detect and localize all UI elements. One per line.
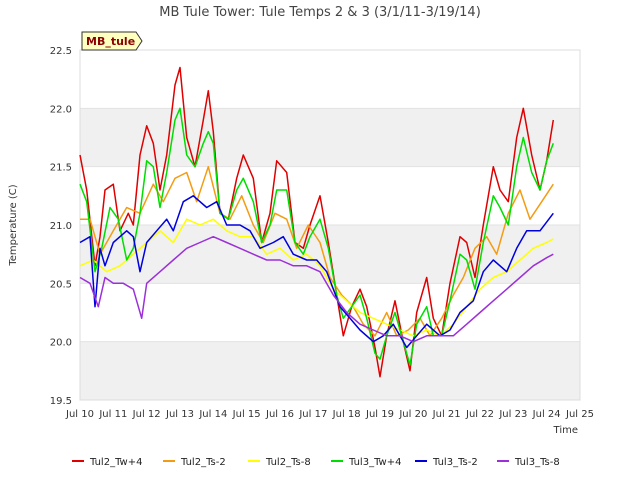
x-tick-label: Jul 15	[232, 409, 261, 420]
y-tick-label: 21.0	[50, 221, 72, 232]
legend-item: Tul3_Ts-2	[415, 457, 478, 468]
x-tick-label: Jul 13	[165, 409, 194, 420]
series-line-tul3-ts-2	[79, 195, 554, 349]
series-line-tul2-ts-2	[80, 165, 554, 337]
legend-label: Tul3_Tw+4	[348, 457, 401, 468]
plot-band	[80, 341, 580, 400]
y-tick-label: 22.5	[50, 46, 72, 57]
x-tick-label: Jul 23	[498, 409, 527, 420]
x-tick-label: Jul 19	[365, 409, 394, 420]
legend-label: Tul2_Tw+4	[89, 457, 142, 468]
y-tick-label: 22.0	[50, 104, 72, 115]
x-tick-label: Jul 14	[198, 409, 227, 420]
x-tick-label: Jul 20	[398, 409, 427, 420]
legend-item: Tul3_Ts-8	[497, 457, 560, 468]
x-tick-label: Jul 25	[565, 409, 594, 420]
legend-item: Tul2_Tw+4	[72, 457, 142, 468]
legend: Tul2_Tw+4 Tul2_Ts-2 Tul2_Ts-8 Tul3_Tw+4 Tul3…	[72, 457, 560, 468]
x-tick-label: Jul 21	[432, 409, 461, 420]
series-line-tul3-ts-8	[79, 235, 554, 343]
x-tick-label: Jul 18	[332, 409, 361, 420]
badge-label: MB_tule	[86, 35, 135, 48]
series-line-tul2-ts-8	[79, 218, 554, 337]
x-axis-label: Time	[553, 425, 578, 436]
x-tick-label: Jul 10	[65, 409, 94, 420]
x-tick-label: Jul 12	[132, 409, 161, 420]
y-tick-label: 21.5	[50, 163, 72, 174]
x-tick-label: Jul 16	[265, 409, 294, 420]
legend-label: Tul2_Ts-8	[265, 457, 311, 468]
x-tick-label: Jul 22	[465, 409, 494, 420]
x-tick-label: Jul 24	[532, 409, 561, 420]
chart-title: MB Tule Tower: Tule Temps 2 & 3 (3/1/11-…	[159, 5, 481, 20]
y-tick-label: 20.5	[50, 279, 72, 290]
series-line-tul3-tw-4	[79, 107, 555, 366]
y-axis-ticks: 19.5 20.0 20.5 21.0 21.5 22.0 22.5	[50, 46, 72, 407]
legend-label: Tul2_Ts-2	[180, 457, 226, 468]
x-axis-ticks: Jul 10 Jul 11 Jul 12 Jul 13 Jul 14 Jul 15 Jul …	[65, 409, 594, 420]
series-lines	[79, 66, 555, 378]
legend-item: Tul3_Tw+4	[331, 457, 401, 468]
legend-item: Tul2_Ts-2	[163, 457, 226, 468]
y-tick-label: 20.0	[50, 338, 72, 349]
y-tick-label: 19.5	[50, 396, 72, 407]
legend-label: Tul3_Ts-2	[432, 457, 478, 468]
plot-band	[80, 108, 580, 167]
legend-item: Tul2_Ts-8	[248, 457, 311, 468]
plot-area-frame	[79, 49, 581, 401]
x-tick-label: Jul 11	[98, 409, 127, 420]
legend-label: Tul3_Ts-8	[514, 457, 560, 468]
badge-box	[81, 31, 143, 51]
x-tick-label: Jul 17	[298, 409, 327, 420]
y-axis-label: Temperature (C)	[8, 184, 19, 266]
badge: MB_tule	[81, 31, 143, 51]
